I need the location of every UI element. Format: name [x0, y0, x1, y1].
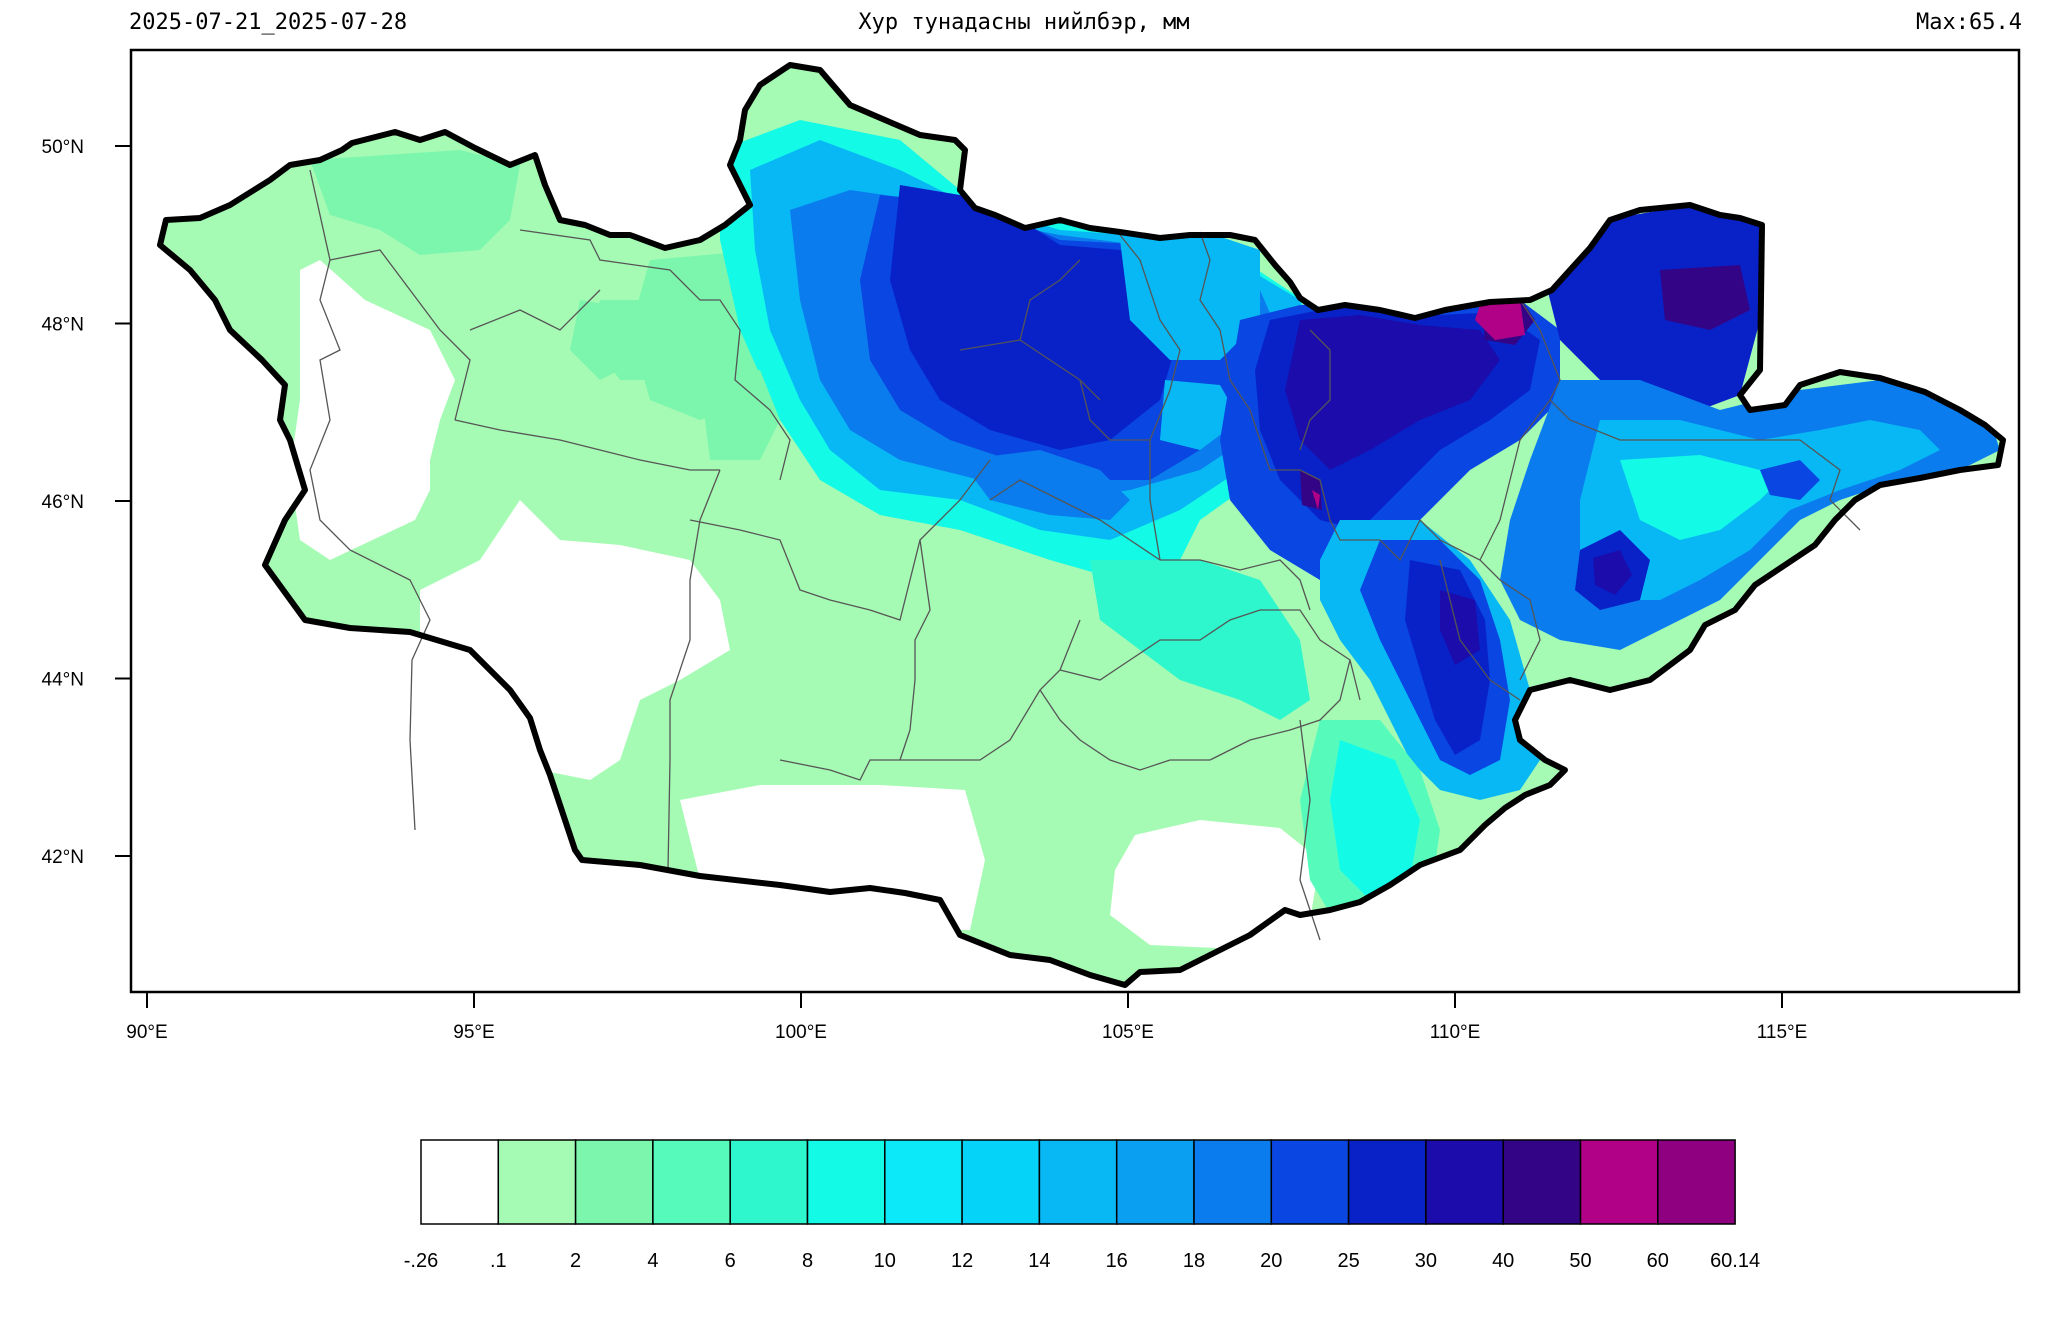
- lat-tick-label: 46°N: [42, 492, 84, 513]
- colorbar-label: -.26: [404, 1250, 438, 1272]
- colorbar-label: 20: [1260, 1250, 1282, 1272]
- colorbar-swatch: [497, 1139, 577, 1225]
- colorbar-label: 25: [1337, 1250, 1359, 1272]
- colorbar-swatch: [1425, 1139, 1504, 1225]
- province-borders: [309, 169, 1861, 941]
- colorbar-swatch: [652, 1139, 731, 1225]
- colorbar-swatch: [961, 1139, 1041, 1225]
- map-title: Хур тунадасны нийлбэр, мм: [858, 10, 1190, 35]
- colorbar-label: .1: [490, 1250, 507, 1272]
- colorbar-swatch: [1347, 1139, 1427, 1225]
- colorbar-swatch: [420, 1139, 500, 1225]
- lon-tick-label: 110°E: [1430, 1022, 1481, 1043]
- colorbar-swatch: [1115, 1139, 1195, 1225]
- lat-tick-label: 48°N: [42, 315, 84, 336]
- lat-tick-label: 42°N: [42, 847, 84, 868]
- colorbar-swatch: [1038, 1139, 1118, 1225]
- colorbar: -.26 .1 2 4 6 8 10 12 14 16 18 20 25 30 40 50 60 60.14: [404, 1139, 1760, 1272]
- colorbar-swatch: [884, 1139, 963, 1225]
- colorbar-label: 8: [802, 1250, 813, 1272]
- latitude-axis: 50°N 48°N 46°N 44°N 42°N: [42, 137, 131, 868]
- colorbar-label: 4: [647, 1250, 658, 1272]
- colorbar-label: 14: [1028, 1250, 1050, 1272]
- colorbar-label: 12: [951, 1250, 973, 1272]
- colorbar-label: 40: [1492, 1250, 1514, 1272]
- colorbar-label: 16: [1106, 1250, 1128, 1272]
- colorbar-swatch: [1579, 1139, 1659, 1225]
- colorbar-swatch: [1657, 1139, 1736, 1225]
- colorbar-label: 6: [725, 1250, 736, 1272]
- max-value: Max:65.4: [1916, 10, 2022, 35]
- colorbar-label: 30: [1415, 1250, 1437, 1272]
- colorbar-label: 2: [570, 1250, 581, 1272]
- colorbar-swatch: [1502, 1139, 1582, 1225]
- lon-tick-label: 100°E: [775, 1022, 827, 1043]
- colorbar-swatch: [806, 1139, 886, 1225]
- colorbar-label: 50: [1569, 1250, 1591, 1272]
- lon-tick-label: 90°E: [126, 1022, 167, 1043]
- colorbar-label: 60: [1647, 1250, 1669, 1272]
- colorbar-swatch: [729, 1139, 809, 1225]
- lon-tick-label: 105°E: [1102, 1022, 1154, 1043]
- lon-tick-label: 95°E: [453, 1022, 494, 1043]
- colorbar-swatch: [1270, 1139, 1350, 1225]
- date-range: 2025-07-21_2025-07-28: [129, 10, 408, 35]
- colorbar-swatch: [1193, 1139, 1273, 1225]
- colorbar-label: 60.14: [1710, 1250, 1760, 1272]
- colorbar-swatch: [574, 1139, 654, 1225]
- colorbar-label: 18: [1183, 1250, 1205, 1272]
- lat-tick-label: 44°N: [42, 670, 84, 691]
- colorbar-label: 10: [874, 1250, 896, 1272]
- lat-tick-label: 50°N: [42, 137, 84, 158]
- lon-tick-label: 115°E: [1757, 1022, 1808, 1043]
- longitude-axis: 90°E 95°E 100°E 105°E 110°E 115°E: [126, 992, 1807, 1043]
